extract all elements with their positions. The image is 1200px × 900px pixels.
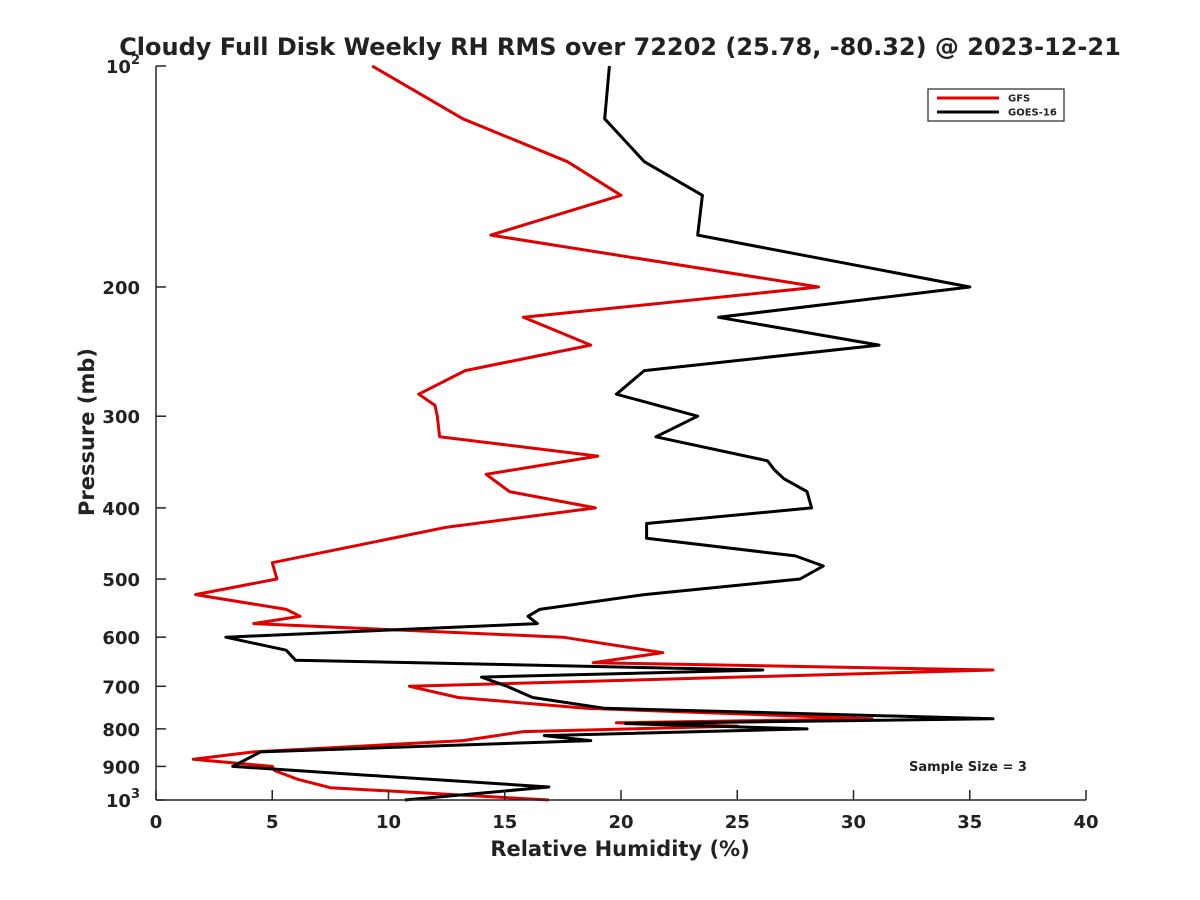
legend-label: GFS xyxy=(1008,94,1030,105)
chart-title: Cloudy Full Disk Weekly RH RMS over 7220… xyxy=(119,33,1121,61)
x-tick-label: 40 xyxy=(1073,812,1098,833)
y-tick-label-exponent: 3 xyxy=(131,787,140,802)
x-tick-label: 20 xyxy=(608,812,633,833)
x-tick-label: 15 xyxy=(492,812,517,833)
legend-label: GOES-16 xyxy=(1008,108,1057,119)
legend-box xyxy=(927,88,1065,122)
y-tick-label: 600 xyxy=(102,628,140,649)
y-tick-label-base: 10 xyxy=(106,57,131,78)
y-tick-label: 102 xyxy=(106,53,140,78)
x-axis-label: Relative Humidity (%) xyxy=(490,837,749,861)
y-tick-label: 800 xyxy=(102,720,140,741)
axes: 0 5 10 15 20 25 30 35 40102200300400500600700800… xyxy=(102,53,1098,833)
sample-size-annotation: Sample Size = 3 xyxy=(909,760,1027,775)
x-tick-label: 30 xyxy=(841,812,866,833)
x-tick-label: 25 xyxy=(725,812,750,833)
y-tick-label-base: 10 xyxy=(106,791,131,812)
y-tick-label: 900 xyxy=(102,757,140,778)
y-tick-label: 103 xyxy=(106,787,140,812)
y-tick-label: 500 xyxy=(102,570,140,591)
plot-lines xyxy=(191,64,995,802)
x-tick-label: 0 xyxy=(150,812,163,833)
y-tick-label: 200 xyxy=(102,278,140,299)
legend: GFS GOES-16 xyxy=(927,88,1065,122)
y-axis-label: Pressure (mb) xyxy=(75,348,99,516)
x-tick-label: 10 xyxy=(376,812,401,833)
series-line-goes-16 xyxy=(224,65,995,802)
x-tick-label: 5 xyxy=(266,812,279,833)
x-tick-label: 35 xyxy=(957,812,982,833)
y-tick-label-exponent: 2 xyxy=(131,53,140,68)
y-tick-label: 400 xyxy=(102,499,140,520)
y-tick-label: 300 xyxy=(102,407,140,428)
y-tick-label: 700 xyxy=(102,677,140,698)
series-line-gfs xyxy=(191,64,995,802)
